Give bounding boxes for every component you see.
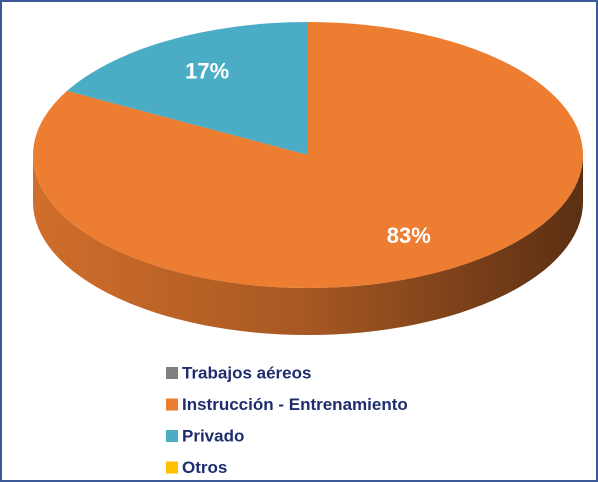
legend-label: Otros xyxy=(182,458,227,477)
legend-swatch xyxy=(166,398,178,411)
legend-label: Privado xyxy=(182,426,244,445)
data-label: 83% xyxy=(387,223,431,248)
pie-slice xyxy=(67,22,309,155)
legend-label: Trabajos aéreos xyxy=(182,363,311,382)
legend-swatch xyxy=(166,461,178,474)
pie-side-shade xyxy=(33,155,583,335)
legend-label: Instrucción - Entrenamiento xyxy=(182,395,408,414)
pie-slice xyxy=(33,22,584,288)
legend-swatch xyxy=(166,367,178,379)
legend-swatch xyxy=(166,430,178,442)
data-label: 17% xyxy=(185,58,229,83)
